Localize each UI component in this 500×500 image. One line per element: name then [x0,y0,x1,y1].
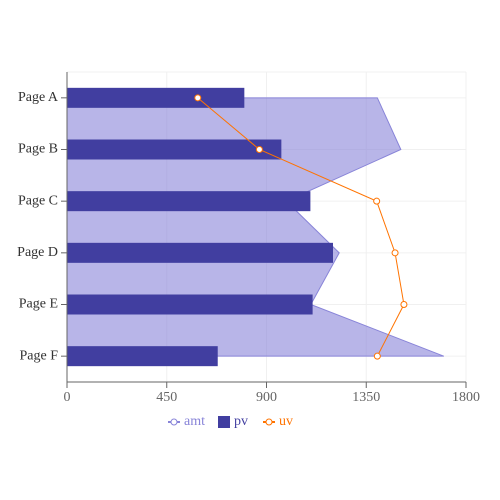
y-tick-label: Page F [20,348,59,363]
x-tick-label: 900 [256,390,277,405]
line-point [400,301,408,308]
legend-icon [170,418,178,426]
line-point [373,352,381,360]
legend-label: uv [279,414,293,429]
x-tick-label: 450 [156,390,177,405]
line [197,97,405,357]
line-point [373,197,381,205]
bar [67,191,311,212]
x-tick-label: 0 [64,390,71,405]
legend-icon [218,416,230,428]
bar [67,139,282,160]
bar [67,346,218,367]
x-tick-label: 1350 [352,390,380,405]
x-tick-label: 1800 [452,390,480,405]
bar [67,242,333,263]
y-tick-label: Page A [18,90,59,105]
area [66,97,445,357]
line-point [194,94,202,102]
legend-label: amt [184,414,205,429]
line-point [391,249,399,257]
legend-icon [265,418,273,426]
y-tick-label: Page E [19,297,58,312]
legend-label: pv [234,414,248,429]
line-point [255,146,263,153]
y-tick-label: Page C [18,193,58,208]
bar [67,294,313,315]
y-tick-label: Page D [17,245,58,260]
y-tick-label: Page B [18,142,58,157]
bar [67,87,245,108]
